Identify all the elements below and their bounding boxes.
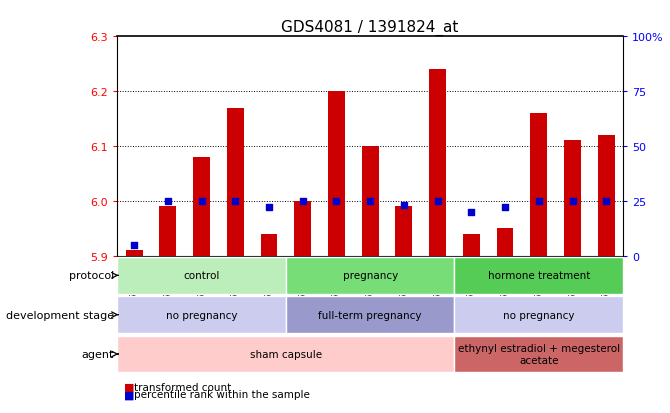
FancyBboxPatch shape bbox=[117, 336, 454, 373]
Text: pregnancy: pregnancy bbox=[342, 271, 398, 281]
Text: sham capsule: sham capsule bbox=[250, 349, 322, 359]
FancyBboxPatch shape bbox=[286, 297, 454, 333]
Bar bbox=[193, 157, 210, 256]
Bar bbox=[294, 201, 311, 256]
Point bbox=[196, 198, 207, 205]
Bar bbox=[395, 207, 412, 256]
Point bbox=[297, 198, 308, 205]
Point bbox=[399, 202, 409, 209]
FancyBboxPatch shape bbox=[117, 257, 286, 294]
Text: hormone treatment: hormone treatment bbox=[488, 271, 590, 281]
Bar bbox=[496, 229, 513, 256]
Point bbox=[230, 198, 241, 205]
Point bbox=[567, 198, 578, 205]
Bar bbox=[328, 92, 345, 256]
Text: no pregnancy: no pregnancy bbox=[503, 310, 575, 320]
Bar bbox=[362, 147, 379, 256]
Bar bbox=[598, 135, 614, 256]
Title: GDS4081 / 1391824_at: GDS4081 / 1391824_at bbox=[281, 20, 459, 36]
Text: agent: agent bbox=[82, 349, 114, 359]
Point bbox=[365, 198, 376, 205]
Bar bbox=[261, 234, 277, 256]
FancyBboxPatch shape bbox=[454, 297, 623, 333]
Point bbox=[264, 204, 275, 211]
Text: ■: ■ bbox=[124, 389, 135, 399]
Bar bbox=[227, 108, 244, 256]
FancyBboxPatch shape bbox=[454, 336, 623, 373]
FancyBboxPatch shape bbox=[286, 257, 454, 294]
Bar bbox=[564, 141, 581, 256]
Text: percentile rank within the sample: percentile rank within the sample bbox=[134, 389, 310, 399]
FancyBboxPatch shape bbox=[117, 297, 286, 333]
Point bbox=[331, 198, 342, 205]
Point bbox=[129, 242, 139, 249]
Text: protocol: protocol bbox=[68, 271, 114, 281]
Point bbox=[601, 198, 612, 205]
Text: development stage: development stage bbox=[6, 310, 114, 320]
Bar bbox=[159, 207, 176, 256]
Text: control: control bbox=[184, 271, 220, 281]
FancyBboxPatch shape bbox=[454, 257, 623, 294]
Bar bbox=[531, 114, 547, 256]
Point bbox=[533, 198, 544, 205]
Point bbox=[432, 198, 443, 205]
Point bbox=[500, 204, 511, 211]
Text: no pregnancy: no pregnancy bbox=[165, 310, 237, 320]
Text: ethynyl estradiol + megesterol
acetate: ethynyl estradiol + megesterol acetate bbox=[458, 343, 620, 365]
Bar bbox=[429, 70, 446, 256]
Text: ■: ■ bbox=[124, 382, 135, 392]
Text: full-term pregnancy: full-term pregnancy bbox=[318, 310, 422, 320]
Bar bbox=[463, 234, 480, 256]
Point bbox=[162, 198, 173, 205]
Point bbox=[466, 209, 477, 216]
Text: transformed count: transformed count bbox=[134, 382, 231, 392]
Bar bbox=[126, 251, 143, 256]
